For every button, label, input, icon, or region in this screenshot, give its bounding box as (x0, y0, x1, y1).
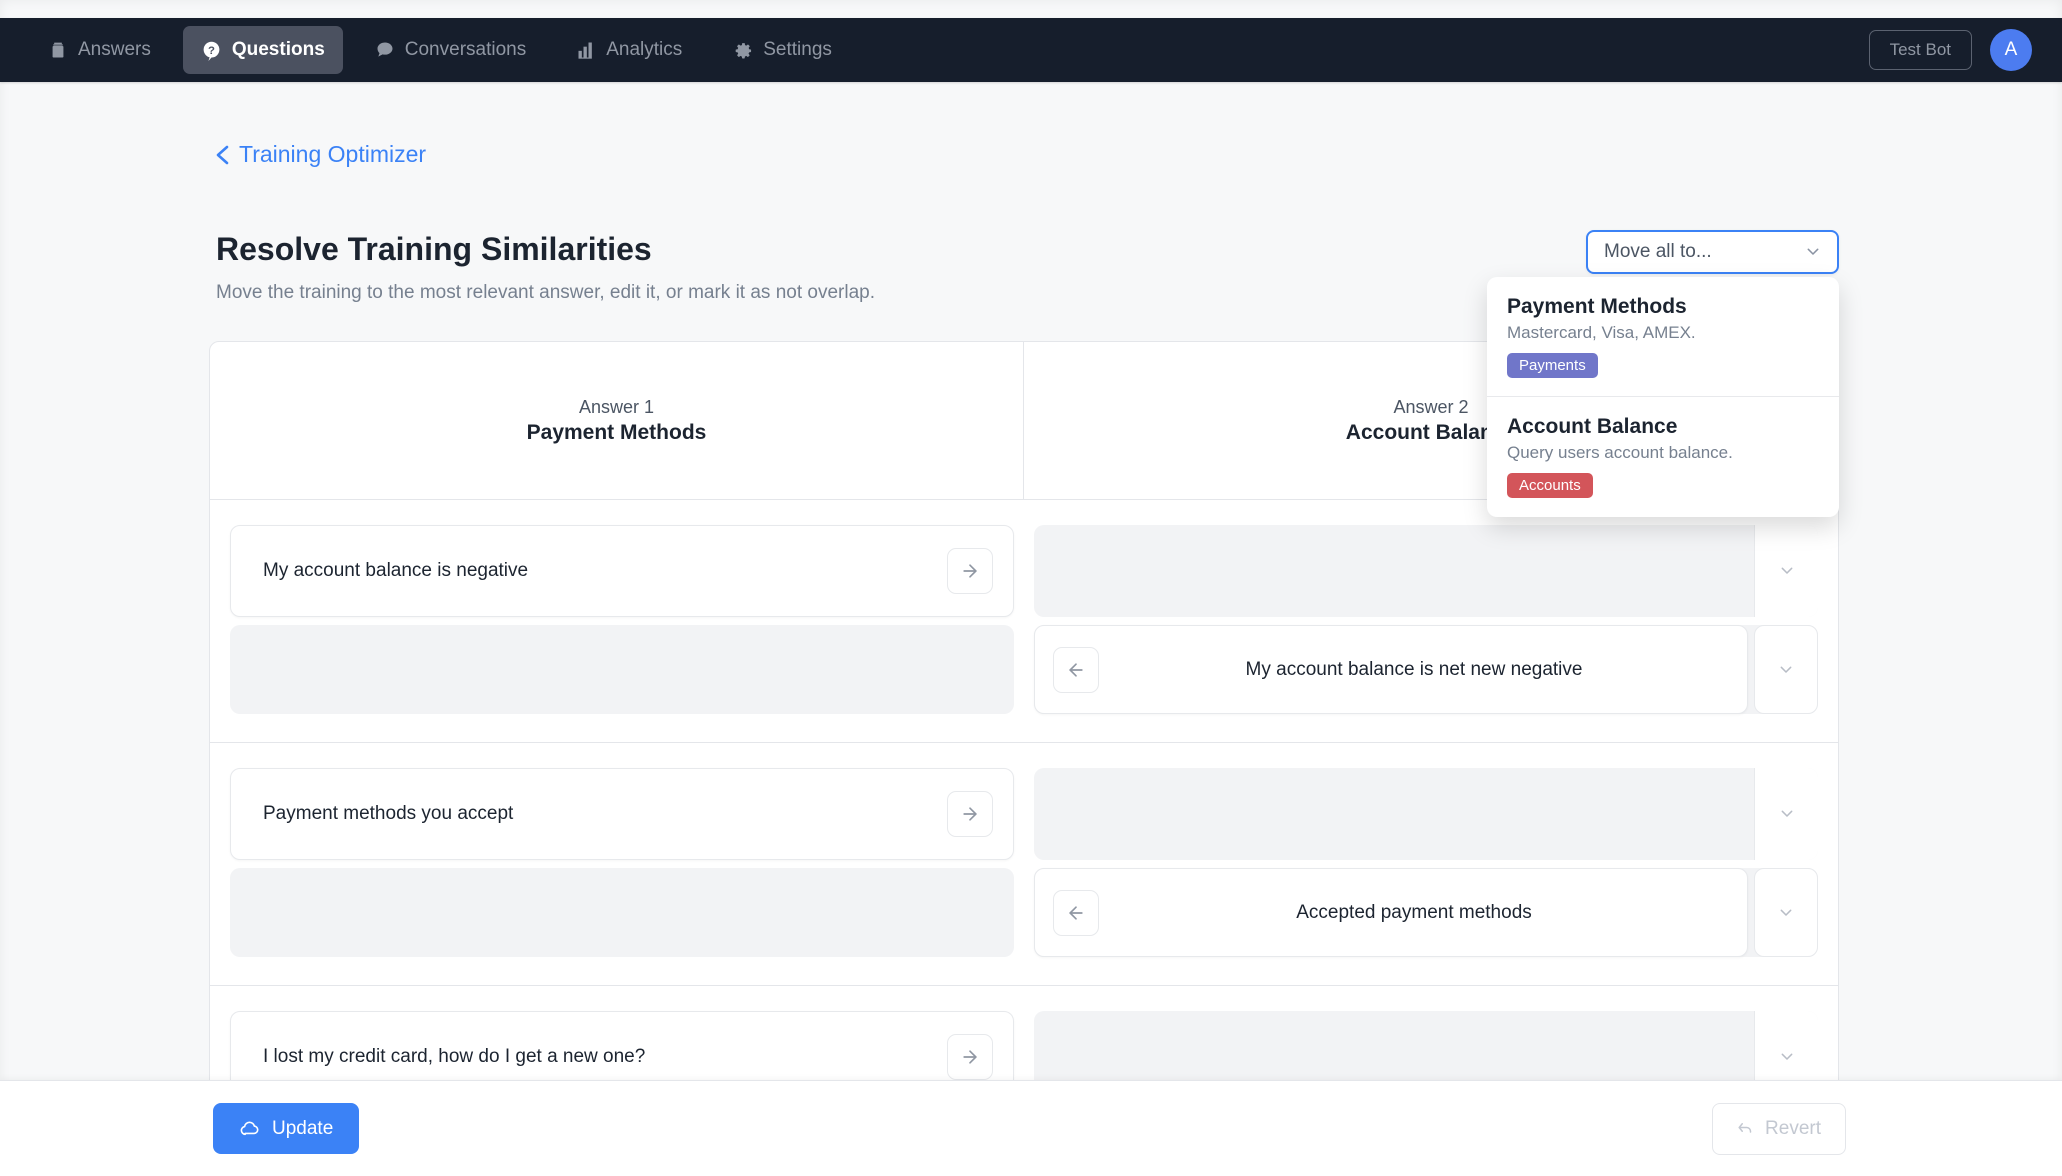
svg-text:?: ? (208, 45, 215, 57)
